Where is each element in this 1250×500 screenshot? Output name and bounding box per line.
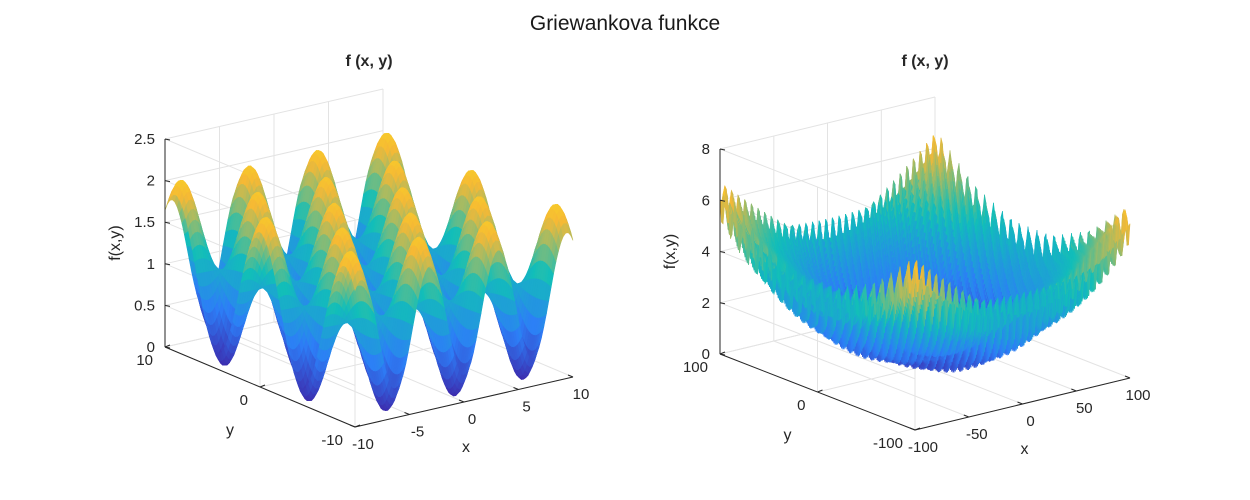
z-axis-label: f(x,y) (107, 225, 124, 261)
z-tick-label: 1 (147, 256, 155, 273)
surface (719, 135, 1131, 373)
y-tick-label: -10 (321, 432, 343, 449)
chart-title: f (x, y) (901, 53, 948, 70)
z-tick-label: 0 (702, 346, 710, 363)
z-tick-label: 2 (147, 173, 155, 190)
y-tick-label: 0 (797, 397, 805, 414)
chart-title: f (x, y) (345, 53, 392, 70)
z-tick-label: 0 (147, 339, 155, 356)
x-tick-label: -100 (908, 439, 938, 456)
x-tick-label: 100 (1125, 387, 1150, 404)
x-tick-label: 0 (1026, 413, 1034, 430)
y-tick-label: 0 (240, 392, 248, 409)
z-tick-label: 2 (702, 295, 710, 312)
z-tick-label: 6 (702, 192, 710, 209)
x-tick-label: -50 (966, 426, 988, 443)
z-axis-label: f(x,y) (662, 234, 679, 270)
x-tick-label: 50 (1076, 400, 1093, 417)
z-tick-label: 1.5 (134, 214, 155, 231)
x-tick-label: 5 (522, 399, 530, 416)
y-axis-label: y (784, 427, 792, 444)
y-tick-label: -100 (873, 435, 903, 452)
z-tick-label: 8 (702, 141, 710, 158)
y-tick-label: 100 (683, 359, 708, 376)
x-tick-label: -5 (411, 424, 424, 441)
surface (164, 132, 574, 411)
x-tick-label: 0 (468, 411, 476, 428)
z-tick-label: 2.5 (134, 131, 155, 148)
x-axis-label: x (1021, 441, 1029, 458)
x-tick-label: -10 (352, 436, 374, 453)
x-axis-label: x (462, 439, 470, 456)
z-tick-label: 0.5 (134, 297, 155, 314)
figure-title: Griewankova funkce (0, 12, 1250, 36)
z-tick-label: 4 (702, 244, 710, 261)
y-tick-label: 10 (136, 352, 153, 369)
x-tick-label: 10 (573, 386, 590, 403)
y-axis-label: y (226, 422, 234, 439)
